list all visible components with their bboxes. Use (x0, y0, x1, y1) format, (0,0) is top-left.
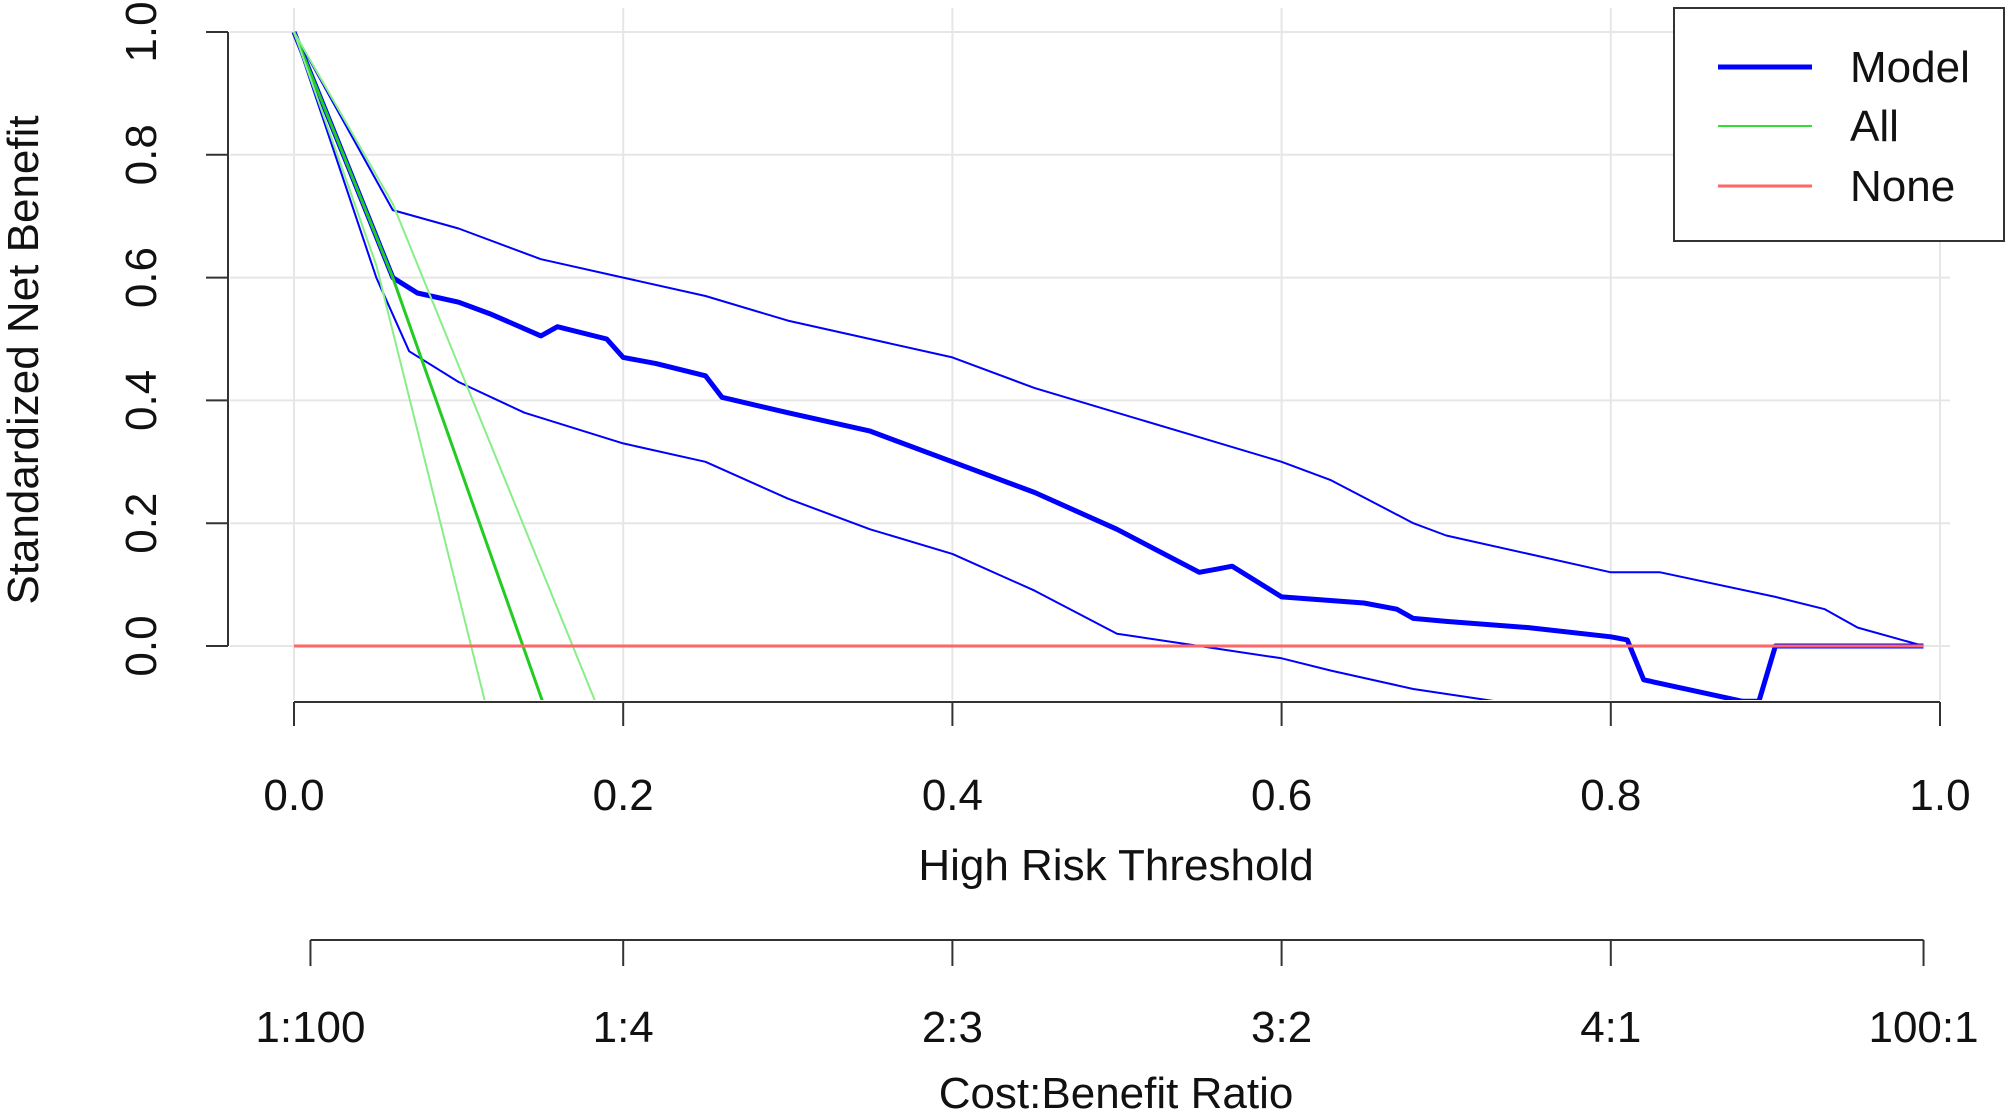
series-line-model-lower-ci (293, 31, 1494, 700)
secondary-tick-label-3: 3:2 (1251, 1003, 1312, 1052)
x-tick-label-5: 1.0 (1909, 771, 1970, 820)
series-line-model-upper-ci (293, 31, 1924, 647)
secondary-tick-label-2: 2:3 (922, 1003, 983, 1052)
series-line-model (291, 31, 1924, 700)
x-tick-label-3: 0.6 (1251, 771, 1312, 820)
x-tick-label-0: 0.0 (263, 771, 324, 820)
axes: 0.0 0.2 0.4 0.6 0.8 1.0 0.0 0.2 0.4 0.6 0.8 1.0 1:10… (117, 1, 1979, 1052)
x-tick-label-4: 0.8 (1580, 771, 1641, 820)
secondary-tick-label-1: 1:4 (593, 1003, 654, 1052)
y-axis-title: Standardized Net Benefit (0, 115, 48, 604)
secondary-axis-title: Cost:Benefit Ratio (939, 1069, 1294, 1113)
y-tick-label-1: 0.2 (117, 493, 166, 554)
y-tick-label-4: 0.8 (117, 124, 166, 185)
series-line-all-lower-ci (293, 31, 486, 700)
y-tick-label-2: 0.4 (117, 370, 166, 431)
secondary-tick-label-0: 1:100 (255, 1003, 365, 1052)
series-lines (291, 31, 1924, 700)
legend-label-model: Model (1850, 43, 1970, 92)
legend: Model All None (1673, 7, 2005, 242)
x-tick-label-1: 0.2 (593, 771, 654, 820)
y-tick-label-0: 0.0 (117, 615, 166, 676)
series-line-all-upper-ci (293, 31, 596, 700)
x-axis-title: High Risk Threshold (918, 841, 1313, 890)
legend-box (1673, 7, 2005, 242)
legend-label-none: None (1850, 162, 1955, 211)
x-tick-label-2: 0.4 (922, 771, 983, 820)
series-line-all (292, 31, 544, 700)
legend-label-all: All (1850, 102, 1899, 151)
secondary-tick-label-4: 4:1 (1580, 1003, 1641, 1052)
secondary-tick-label-5: 100:1 (1868, 1003, 1978, 1052)
y-tick-label-5: 1.0 (117, 1, 166, 62)
y-tick-label-3: 0.6 (117, 247, 166, 308)
